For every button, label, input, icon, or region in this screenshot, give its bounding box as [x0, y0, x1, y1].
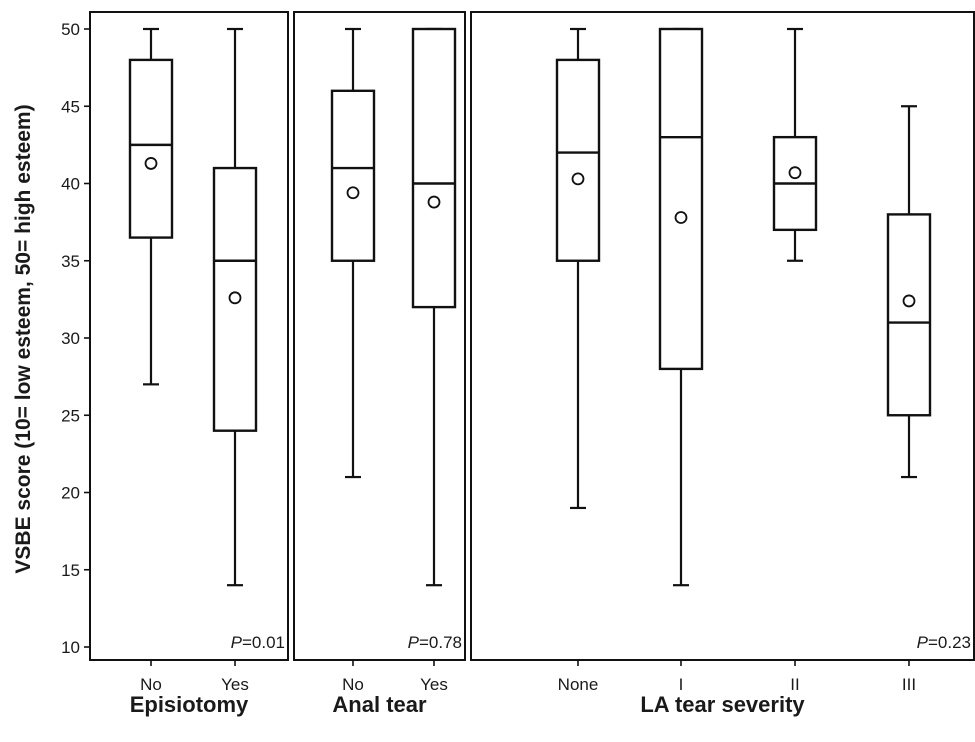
category-label: III	[902, 675, 916, 694]
category-label: Yes	[420, 675, 448, 694]
y-axis-label: VSBE score (10= low esteem, 50= high est…	[12, 104, 35, 573]
p-value-symbol: P	[408, 633, 420, 652]
category-label: No	[342, 675, 364, 694]
iqr-box	[555, 58, 601, 262]
p-value-label: P=0.23	[917, 633, 971, 652]
iqr-box	[658, 27, 704, 371]
iqr-box	[128, 58, 174, 239]
iqr-box	[330, 89, 376, 262]
panel-frame	[89, 11, 289, 661]
box-yes: Yes	[212, 27, 258, 694]
panel-frame	[293, 11, 466, 661]
mean-marker	[228, 291, 242, 305]
category-label: II	[790, 675, 799, 694]
iqr-box	[886, 213, 932, 417]
p-value-symbol: P	[231, 633, 243, 652]
y-tick-label-25: 25	[61, 406, 80, 425]
y-tick-label-40: 40	[61, 175, 80, 194]
box-no: No	[330, 27, 376, 694]
y-tick-label-50: 50	[61, 20, 80, 39]
box-no: No	[128, 27, 174, 694]
p-value-label: P=0.01	[231, 633, 285, 652]
panel-1: Anal tear P=0.78 No Yes	[293, 11, 466, 717]
panel-title: Episiotomy	[130, 692, 249, 717]
y-tick-label-20: 20	[61, 484, 80, 503]
p-value-label: P=0.78	[408, 633, 462, 652]
y-tick-label-10: 10	[61, 638, 80, 657]
p-value-number: =0.01	[242, 633, 285, 652]
box-i: I	[658, 27, 704, 694]
box-ii: II	[772, 27, 818, 694]
mean-marker	[902, 294, 916, 308]
box-none: None	[555, 27, 601, 694]
mean-marker	[788, 166, 802, 180]
p-value-number: =0.23	[928, 633, 971, 652]
p-value-number: =0.78	[419, 633, 462, 652]
mean-marker	[427, 195, 441, 209]
panel-frame	[470, 11, 975, 661]
y-tick-label-45: 45	[61, 97, 80, 116]
p-value-symbol: P	[917, 633, 929, 652]
y-tick-label-35: 35	[61, 252, 80, 271]
category-label: Yes	[221, 675, 249, 694]
panel-0: Episiotomy P=0.01 No Yes	[89, 11, 289, 717]
category-label: None	[558, 675, 599, 694]
panel-title: LA tear severity	[640, 692, 805, 717]
mean-marker	[346, 186, 360, 200]
category-label: No	[140, 675, 162, 694]
mean-marker	[144, 157, 158, 170]
category-label: I	[679, 675, 684, 694]
box-iii: III	[886, 105, 932, 694]
mean-marker	[571, 172, 585, 186]
mean-marker	[674, 211, 688, 224]
iqr-box	[411, 27, 457, 309]
y-tick-label-15: 15	[61, 561, 80, 580]
y-tick-label-30: 30	[61, 329, 80, 348]
panel-title: Anal tear	[332, 692, 427, 717]
box-yes: Yes	[411, 27, 457, 694]
